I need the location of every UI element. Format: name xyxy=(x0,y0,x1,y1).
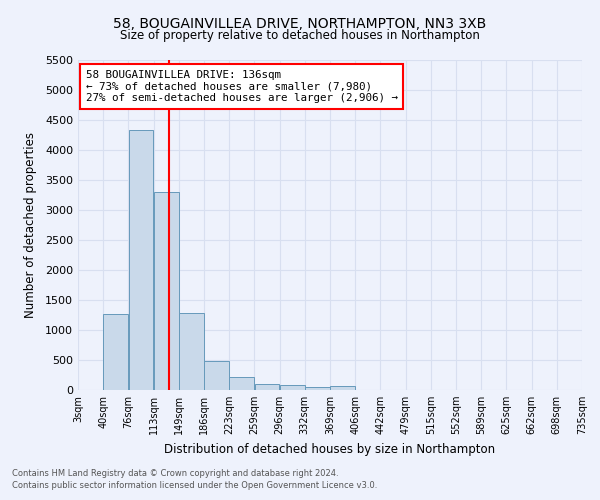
Text: 58 BOUGAINVILLEA DRIVE: 136sqm
← 73% of detached houses are smaller (7,980)
27% : 58 BOUGAINVILLEA DRIVE: 136sqm ← 73% of … xyxy=(86,70,398,103)
Text: Size of property relative to detached houses in Northampton: Size of property relative to detached ho… xyxy=(120,29,480,42)
X-axis label: Distribution of detached houses by size in Northampton: Distribution of detached houses by size … xyxy=(164,442,496,456)
Bar xyxy=(305,386,330,390)
Bar xyxy=(179,312,204,390)
Y-axis label: Number of detached properties: Number of detached properties xyxy=(23,132,37,318)
Bar xyxy=(280,385,305,390)
Bar xyxy=(154,192,179,390)
Bar xyxy=(103,314,128,390)
Text: Contains public sector information licensed under the Open Government Licence v3: Contains public sector information licen… xyxy=(12,481,377,490)
Bar xyxy=(128,130,154,390)
Bar xyxy=(330,386,355,390)
Bar xyxy=(204,361,229,390)
Bar xyxy=(254,384,280,390)
Text: Contains HM Land Registry data © Crown copyright and database right 2024.: Contains HM Land Registry data © Crown c… xyxy=(12,468,338,477)
Bar xyxy=(229,377,254,390)
Text: 58, BOUGAINVILLEA DRIVE, NORTHAMPTON, NN3 3XB: 58, BOUGAINVILLEA DRIVE, NORTHAMPTON, NN… xyxy=(113,18,487,32)
